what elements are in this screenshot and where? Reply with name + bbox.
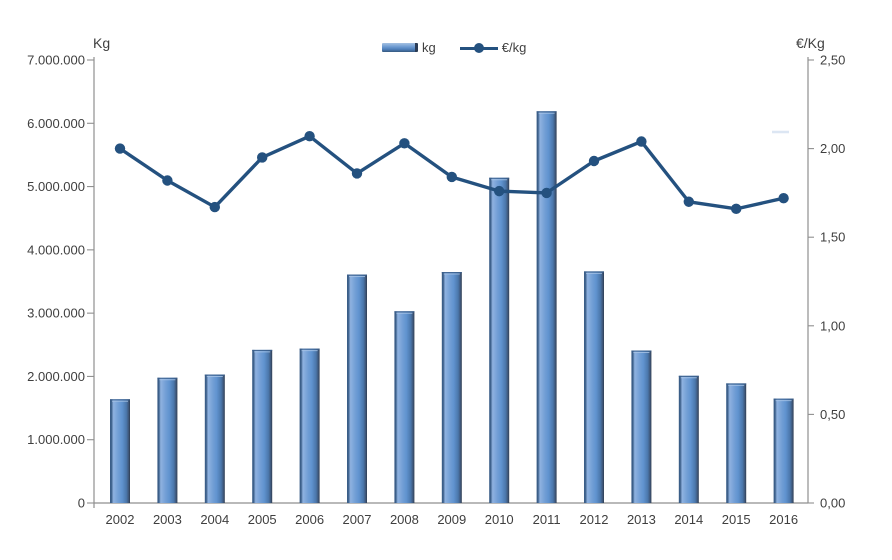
x-axis-label-2005: 2005 — [248, 512, 277, 527]
left-axis-tick-label: 6.000.000 — [27, 116, 85, 131]
right-axis-tick-label: 2,00 — [820, 141, 845, 156]
left-axis-tick-label: 0 — [78, 496, 85, 511]
line-marker-2002 — [114, 143, 126, 154]
bar-2005 — [252, 349, 273, 503]
line-marker-2008 — [399, 138, 410, 149]
bar-2009 — [441, 272, 462, 503]
x-axis-label-2013: 2013 — [627, 512, 656, 527]
x-axis-label-2012: 2012 — [580, 512, 609, 527]
right-axis-tick-label: 1,00 — [820, 318, 845, 333]
line-marker-2011 — [541, 187, 552, 199]
legend-label-eur-per-kg: €/kg — [501, 40, 527, 55]
x-axis-label-2014: 2014 — [674, 512, 703, 527]
bar-2016 — [773, 398, 794, 503]
legend-item-kg: kg — [382, 40, 436, 55]
x-axis-label-2015: 2015 — [722, 512, 751, 527]
bar-2003 — [157, 377, 178, 503]
x-axis-label-2007: 2007 — [343, 512, 372, 527]
line-marker-2016 — [778, 193, 789, 204]
bar-2014 — [678, 375, 699, 503]
bar-2002 — [110, 399, 130, 503]
bar-2012 — [584, 271, 604, 503]
left-axis-tick-label: 3.000.000 — [27, 306, 85, 321]
left-axis-tick-label: 5.000.000 — [27, 179, 85, 194]
line-marker-2013 — [636, 136, 647, 147]
line-series-swatch-icon — [459, 42, 498, 53]
line-marker-2007 — [351, 168, 363, 179]
x-axis-label-2016: 2016 — [769, 512, 798, 527]
right-axis-tick-label: 1,50 — [820, 230, 845, 245]
x-axis-label-2008: 2008 — [390, 512, 419, 527]
x-axis-label-2010: 2010 — [485, 512, 514, 527]
line-marker-2012 — [588, 155, 600, 167]
bar-2006 — [299, 348, 320, 503]
left-axis-tick-label: 4.000.000 — [27, 242, 85, 257]
left-axis-title: Kg — [93, 35, 111, 51]
legend-item-eur-per-kg: €/kg — [459, 40, 527, 55]
left-axis-tick-label: 7.000.000 — [27, 53, 85, 68]
line-marker-2009 — [446, 171, 457, 183]
right-axis-title: €/Kg — [796, 35, 825, 51]
bar-2015 — [726, 383, 747, 503]
line-marker-2004 — [209, 201, 220, 213]
line-marker-2005 — [257, 152, 268, 163]
legend-label-kg: kg — [422, 40, 436, 55]
legend: kg €/kg — [382, 40, 526, 55]
bar-2004 — [204, 374, 225, 503]
x-axis-label-2002: 2002 — [106, 512, 135, 527]
bar-2008 — [394, 311, 415, 503]
line-marker-2006 — [304, 130, 315, 142]
bar-2013 — [631, 350, 652, 503]
right-axis-tick-label: 2,50 — [820, 53, 845, 68]
bar-2011 — [536, 111, 557, 504]
x-axis-label-2009: 2009 — [437, 512, 466, 527]
right-axis-tick-label: 0,50 — [820, 407, 845, 422]
x-axis-label-2011: 2011 — [533, 512, 561, 527]
x-axis-label-2003: 2003 — [153, 512, 182, 527]
bar-2007 — [347, 274, 367, 503]
line-marker-2015 — [731, 203, 742, 215]
bar-2010 — [489, 177, 510, 503]
line-marker-2003 — [162, 175, 173, 186]
left-axis-tick-label: 2.000.000 — [27, 369, 85, 384]
left-axis-tick-label: 1.000.000 — [27, 432, 85, 447]
bar-series-swatch-icon — [382, 43, 418, 52]
x-axis-label-2006: 2006 — [295, 512, 324, 527]
x-axis-label-2004: 2004 — [200, 512, 229, 527]
right-axis-tick-label: 0,00 — [820, 496, 845, 511]
line-marker-2010 — [494, 185, 505, 197]
line-marker-2014 — [683, 196, 694, 207]
